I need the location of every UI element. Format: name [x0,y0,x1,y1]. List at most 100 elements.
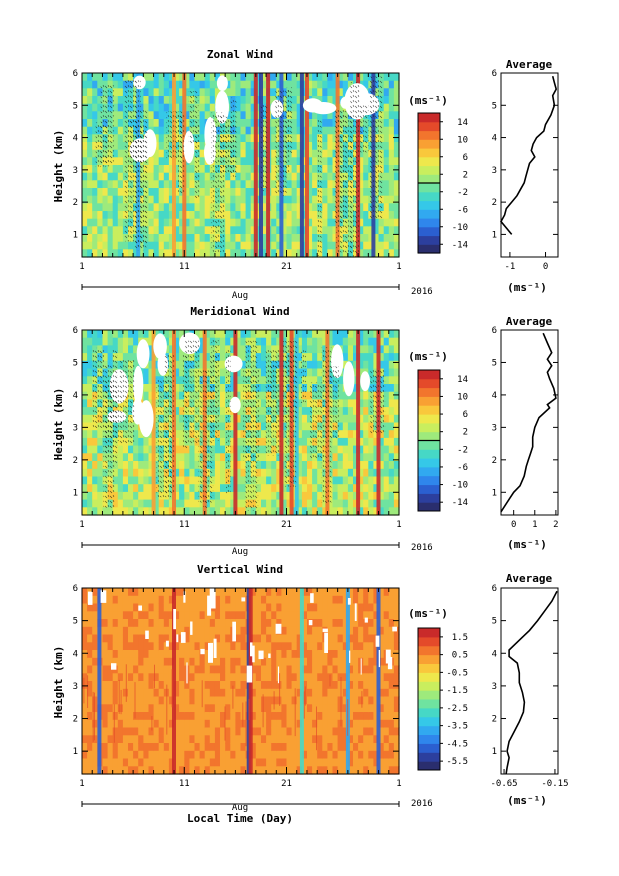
heatmap-cell [220,468,226,478]
heatmap-cell [276,203,282,212]
heatmap-cell [276,330,282,339]
heatmap-cell [383,80,390,89]
heatmap-cell [204,234,211,243]
heatmap-speck [154,664,155,689]
heatmap-cell [368,611,374,620]
missing-data [209,588,216,609]
heatmap-cell [383,368,390,377]
heatmap-cell [82,345,88,354]
heatmap-cell [358,241,364,250]
heatmap-cell [322,750,328,760]
heatmap-cell [363,73,369,82]
heatmap-cell [373,468,380,478]
heatmap-cell [307,188,313,197]
heatmap-cell [220,626,226,636]
heatmap-cell [276,758,282,767]
heatmap-cell [363,727,369,736]
heatmap-cell [261,588,267,597]
heatmap-cell [82,165,88,174]
heatmap-cell [117,180,124,189]
heatmap-cell [312,611,318,620]
heatmap-cell [363,249,369,258]
heatmap-cell [138,719,144,729]
heatmap-cell [143,376,150,385]
heatmap-cell [189,234,196,243]
heatmap-cell [184,203,190,212]
heatmap-cell [307,134,313,143]
heatmap-cell [250,673,257,682]
vertical-avg-unit: (ms⁻¹) [507,794,547,807]
colorbar-band [418,422,440,433]
heatmap-cell [240,484,247,493]
heatmap-cell [281,241,288,250]
heatmap-cell [153,595,160,605]
heatmap-cell [204,727,211,736]
heatmap-cell [307,588,313,597]
heatmap-cell [271,719,277,729]
heatmap-cell [87,249,93,258]
heatmap-cell [383,126,390,135]
heatmap-cell [296,468,303,478]
heatmap-cell [92,180,98,189]
heatmap-cell [148,119,155,128]
heatmap-cell [368,437,374,447]
heatmap-cell [184,234,190,243]
heatmap-cell [194,203,201,212]
heatmap-cell [291,750,298,760]
heatmap-cell [148,180,155,189]
heatmap-cell [261,345,267,354]
heatmap-cell [158,211,165,220]
heatmap-cell [383,595,390,605]
heatmap-cell [363,149,369,158]
colorbar-tick-label: 10 [457,392,468,402]
heatmap-cell [281,422,288,431]
heatmap-cell [393,149,400,158]
heatmap-cell [158,111,165,120]
heatmap-cell [112,249,119,258]
heatmap-cell [271,165,277,174]
heatmap-cell [82,430,88,439]
heatmap-cell [240,650,247,659]
heatmap-cell [122,491,129,501]
heatmap-cell [148,673,155,682]
heatmap-cell [332,96,339,105]
heatmap-cell [388,422,395,431]
heatmap-cell [87,203,93,212]
missing-data [268,653,271,658]
heatmap-cell [220,499,226,508]
heatmap-cell [230,507,236,516]
heatmap-cell [383,743,390,752]
heatmap-cell [128,453,134,462]
heatmap-cell [291,491,298,501]
heatmap-cell [337,337,344,346]
heatmap-cell [230,491,236,501]
missing-data [275,623,282,634]
heatmap-cell [332,249,339,258]
heatmap-cell [363,673,369,682]
heatmap-cell [199,657,206,667]
heatmap-cell [327,642,334,651]
heatmap-cell [168,73,175,82]
heatmap-cell [363,750,369,760]
heatmap-cell [179,384,185,393]
heatmap-cell [153,727,160,736]
heatmap-cell [179,96,185,105]
heatmap-cell [138,688,144,698]
heatmap-cell [122,619,129,628]
heatmap-cell [214,595,221,605]
heatmap-cell [235,134,242,143]
heatmap-cell [153,491,160,501]
heatmap-cell [138,507,144,516]
heatmap-cell [87,688,93,698]
heatmap-cell [327,149,334,158]
heatmap-cell [220,445,226,454]
heatmap-cell [353,735,359,744]
heatmap-cell [271,142,277,151]
heatmap-cell [271,603,277,612]
heatmap-cell [117,743,124,752]
heatmap-cell [301,330,308,339]
heatmap-cell [189,226,196,235]
heatmap-cell [153,165,160,174]
heatmap-cell [163,203,170,212]
heatmap-cell [92,681,98,690]
